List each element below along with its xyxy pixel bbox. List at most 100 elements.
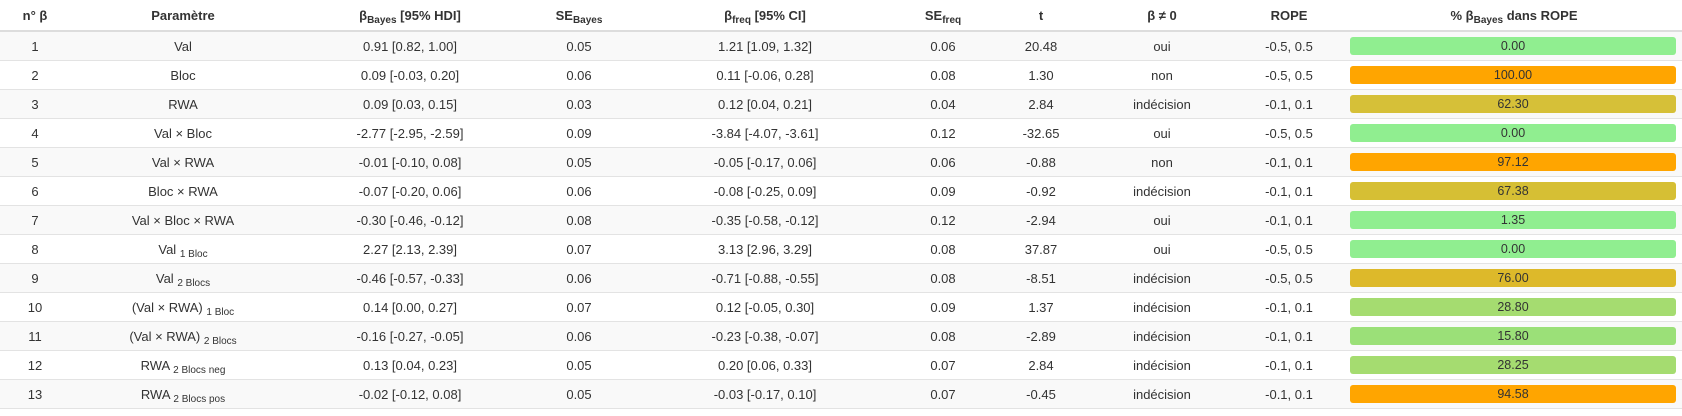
cell-se-bayes: 0.09 [524,118,634,148]
table-row: 8 Val 1 Bloc 2.27 [2.13, 2.39] 0.07 3.13 [2.… [0,234,1682,264]
cell-n-beta: 6 [0,176,70,206]
cell-decision: oui [1092,31,1232,61]
cell-se-freq: 0.08 [896,263,990,293]
cell-decision: oui [1092,205,1232,235]
cell-t: -32.65 [990,118,1092,148]
cell-beta-bayes: 2.27 [2.13, 2.39] [296,234,524,264]
table-row: 6 Bloc × RWA -0.07 [-0.20, 0.06] 0.06 -0.08… [0,176,1682,206]
pct-in-rope-bar: 28.25 [1350,356,1676,374]
cell-beta-bayes: 0.14 [0.00, 0.27] [296,292,524,322]
cell-rope: -0.1, 0.1 [1232,379,1346,409]
table-row: 7 Val × Bloc × RWA -0.30 [-0.46, -0.12] 0.… [0,205,1682,235]
cell-beta-freq: -0.35 [-0.58, -0.12] [634,205,896,235]
header-se-freq: SEfreq [896,0,990,32]
cell-rope: -0.5, 0.5 [1232,31,1346,61]
cell-se-bayes: 0.07 [524,234,634,264]
cell-parametre: Val × RWA [70,147,296,177]
cell-t: 2.84 [990,350,1092,380]
cell-se-freq: 0.06 [896,147,990,177]
cell-beta-bayes: 0.13 [0.04, 0.23] [296,350,524,380]
cell-beta-freq: -0.05 [-0.17, 0.06] [634,147,896,177]
pct-in-rope-bar: 1.35 [1350,211,1676,229]
cell-rope: -0.5, 0.5 [1232,118,1346,148]
cell-decision: indécision [1092,321,1232,351]
table-row: 5 Val × RWA -0.01 [-0.10, 0.08] 0.05 -0.05 … [0,147,1682,177]
cell-beta-bayes: 0.09 [-0.03, 0.20] [296,60,524,90]
table-row: 4 Val × Bloc -2.77 [-2.95, -2.59] 0.09 -3.8… [0,118,1682,148]
cell-parametre: RWA 2 Blocs pos [70,379,296,409]
cell-decision: oui [1092,118,1232,148]
header-pct-in-rope: % βBayes dans ROPE [1346,0,1682,32]
cell-parametre: RWA [70,89,296,119]
cell-parametre: (Val × RWA) 1 Bloc [70,292,296,322]
cell-n-beta: 8 [0,234,70,264]
header-se-bayes: SEBayes [524,0,634,32]
cell-rope: -0.1, 0.1 [1232,205,1346,235]
cell-n-beta: 5 [0,147,70,177]
cell-rope: -0.1, 0.1 [1232,350,1346,380]
cell-pct-in-rope: 15.80 [1346,321,1682,351]
cell-t: -0.92 [990,176,1092,206]
cell-decision: indécision [1092,89,1232,119]
cell-se-freq: 0.12 [896,118,990,148]
table-row: 1 Val 0.91 [0.82, 1.00] 0.05 1.21 [1.09, 1.… [0,31,1682,61]
table-row: 2 Bloc 0.09 [-0.03, 0.20] 0.06 0.11 [-0.06,… [0,60,1682,90]
cell-se-freq: 0.06 [896,31,990,61]
cell-t: -8.51 [990,263,1092,293]
cell-pct-in-rope: 62.30 [1346,89,1682,119]
cell-parametre: Val [70,31,296,61]
cell-beta-freq: -0.03 [-0.17, 0.10] [634,379,896,409]
pct-in-rope-bar: 62.30 [1350,95,1676,113]
cell-se-freq: 0.08 [896,60,990,90]
cell-rope: -0.1, 0.1 [1232,292,1346,322]
cell-se-bayes: 0.03 [524,89,634,119]
cell-beta-freq: 1.21 [1.09, 1.32] [634,31,896,61]
cell-se-bayes: 0.05 [524,147,634,177]
cell-n-beta: 4 [0,118,70,148]
cell-beta-freq: 0.12 [-0.05, 0.30] [634,292,896,322]
cell-beta-bayes: -0.07 [-0.20, 0.06] [296,176,524,206]
cell-parametre: (Val × RWA) 2 Blocs [70,321,296,351]
cell-decision: non [1092,147,1232,177]
cell-beta-bayes: -2.77 [-2.95, -2.59] [296,118,524,148]
cell-se-bayes: 0.05 [524,350,634,380]
cell-se-bayes: 0.06 [524,263,634,293]
cell-decision: indécision [1092,379,1232,409]
header-n-beta: n° β [0,0,70,32]
cell-n-beta: 12 [0,350,70,380]
cell-beta-freq: 0.11 [-0.06, 0.28] [634,60,896,90]
cell-decision: indécision [1092,263,1232,293]
cell-parametre: Bloc [70,60,296,90]
cell-pct-in-rope: 0.00 [1346,234,1682,264]
cell-decision: indécision [1092,292,1232,322]
cell-pct-in-rope: 28.25 [1346,350,1682,380]
cell-pct-in-rope: 1.35 [1346,205,1682,235]
cell-t: 37.87 [990,234,1092,264]
pct-in-rope-bar: 67.38 [1350,182,1676,200]
cell-beta-freq: 0.12 [0.04, 0.21] [634,89,896,119]
cell-n-beta: 11 [0,321,70,351]
header-rope: ROPE [1232,0,1346,32]
table-row: 3 RWA 0.09 [0.03, 0.15] 0.03 0.12 [0.04, 0.… [0,89,1682,119]
cell-decision: non [1092,60,1232,90]
pct-in-rope-bar: 0.00 [1350,240,1676,258]
pct-in-rope-bar: 0.00 [1350,124,1676,142]
cell-se-bayes: 0.07 [524,292,634,322]
table-row: 13 RWA 2 Blocs pos -0.02 [-0.12, 0.08] 0.05… [0,379,1682,409]
cell-beta-bayes: -0.02 [-0.12, 0.08] [296,379,524,409]
cell-decision: indécision [1092,176,1232,206]
cell-pct-in-rope: 76.00 [1346,263,1682,293]
cell-t: 1.37 [990,292,1092,322]
cell-rope: -0.1, 0.1 [1232,147,1346,177]
cell-se-freq: 0.07 [896,379,990,409]
pct-in-rope-bar: 76.00 [1350,269,1676,287]
cell-rope: -0.1, 0.1 [1232,176,1346,206]
cell-beta-freq: -0.23 [-0.38, -0.07] [634,321,896,351]
cell-beta-bayes: -0.01 [-0.10, 0.08] [296,147,524,177]
cell-pct-in-rope: 28.80 [1346,292,1682,322]
table-body: 1 Val 0.91 [0.82, 1.00] 0.05 1.21 [1.09, 1.… [0,31,1682,409]
cell-decision: oui [1092,234,1232,264]
cell-n-beta: 1 [0,31,70,61]
cell-parametre: Bloc × RWA [70,176,296,206]
